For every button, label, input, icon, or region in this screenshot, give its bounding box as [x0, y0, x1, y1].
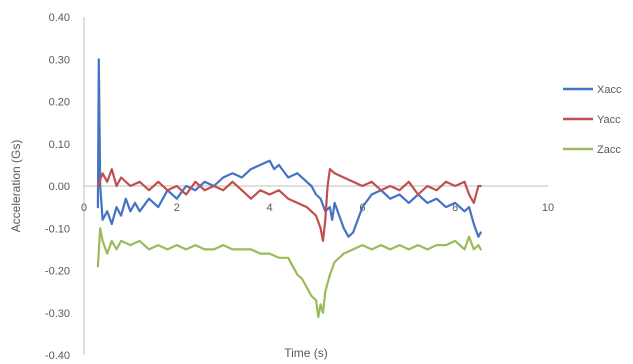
- x-tick-label: 10: [542, 202, 554, 214]
- x-axis-title: Time (s): [284, 346, 328, 360]
- legend-label-zacc: Zacc: [597, 144, 621, 156]
- y-axis-ticks: 0.40 0.30 0.20 0.10 0.00 -0.10 -0.20 -0.30 -0.40: [45, 12, 70, 362]
- y-tick-label: 0.30: [49, 54, 70, 66]
- series-line-xacc: [96, 58, 482, 238]
- x-axis-ticks: 0 2 4 6 8 10: [81, 202, 554, 214]
- x-tick-label: 0: [81, 202, 87, 214]
- y-tick-label: 0.40: [49, 12, 70, 24]
- y-axis-title: Acceleration (Gs): [9, 140, 23, 233]
- x-tick-label: 4: [267, 202, 273, 214]
- legend-label-xacc: Xacc: [597, 84, 622, 96]
- y-tick-label: 0.00: [49, 181, 70, 193]
- series-line-zacc: [96, 227, 482, 319]
- y-tick-label: -0.40: [45, 350, 70, 362]
- x-tick-label: 2: [174, 202, 180, 214]
- y-tick-label: 0.20: [49, 97, 70, 109]
- legend-label-yacc: Yacc: [597, 114, 621, 126]
- series-lines: [96, 58, 482, 319]
- legend: Xacc Yacc Zacc: [563, 84, 622, 156]
- series-line-yacc: [96, 168, 482, 242]
- x-tick-label: 8: [452, 202, 458, 214]
- y-tick-label: -0.10: [45, 223, 70, 235]
- y-tick-label: -0.20: [45, 266, 70, 278]
- y-tick-label: -0.30: [45, 308, 70, 320]
- y-tick-label: 0.10: [49, 139, 70, 151]
